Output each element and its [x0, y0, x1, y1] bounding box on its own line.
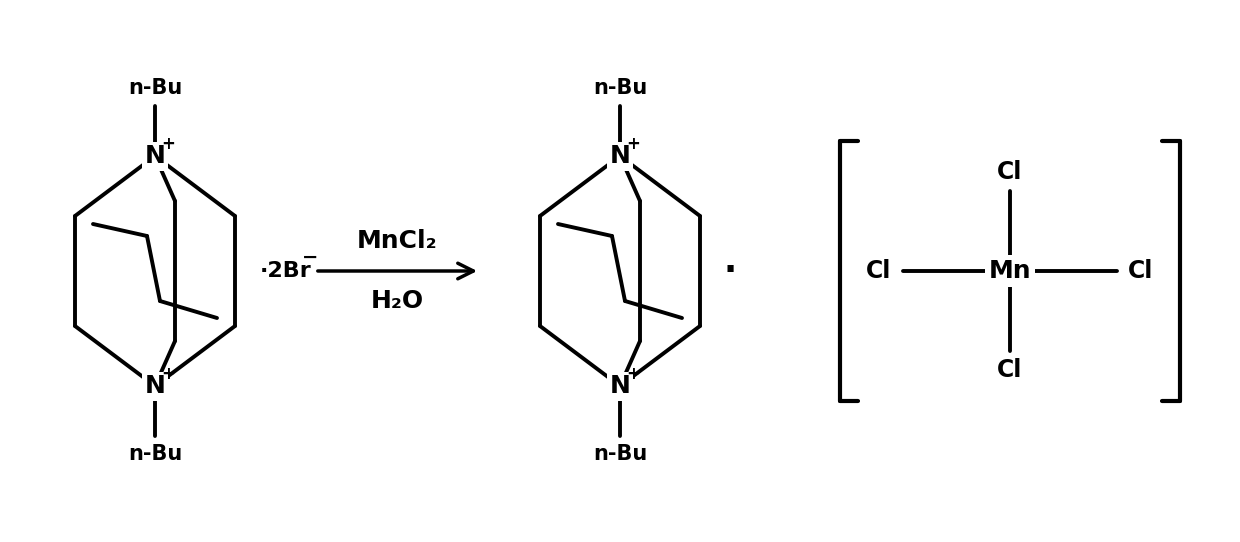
Text: +: + [626, 135, 640, 153]
Text: Cl: Cl [997, 160, 1023, 184]
Text: n-Bu: n-Bu [593, 444, 647, 464]
Text: Cl: Cl [997, 358, 1023, 382]
Text: MnCl₂: MnCl₂ [357, 229, 438, 253]
Text: Mn: Mn [988, 259, 1032, 283]
Text: n-Bu: n-Bu [128, 78, 182, 98]
Text: N: N [610, 144, 630, 168]
Text: −: − [301, 248, 319, 267]
Text: N: N [610, 374, 630, 398]
Text: Cl: Cl [1128, 259, 1153, 283]
Text: +: + [161, 135, 175, 153]
Text: ·: · [723, 254, 737, 288]
Text: N: N [145, 374, 165, 398]
Text: H₂O: H₂O [371, 289, 424, 313]
Text: N: N [145, 144, 165, 168]
Text: n-Bu: n-Bu [593, 78, 647, 98]
Text: Cl: Cl [867, 259, 892, 283]
Text: +: + [161, 365, 175, 383]
Text: +: + [626, 365, 640, 383]
Text: ·2Br: ·2Br [260, 261, 311, 281]
Text: n-Bu: n-Bu [128, 444, 182, 464]
